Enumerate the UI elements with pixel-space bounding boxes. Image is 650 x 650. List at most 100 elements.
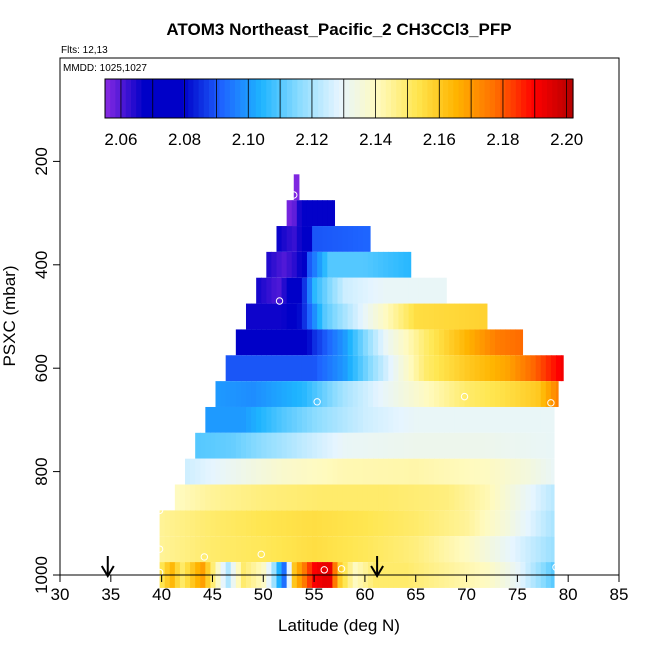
colorbar-band [333, 79, 340, 118]
heatmap-cell [276, 458, 283, 485]
heatmap-cell [266, 251, 272, 278]
heatmap-cell [296, 277, 303, 304]
colorbar-band [557, 79, 564, 118]
colorbar-tick-label: 2.18 [486, 130, 519, 149]
colorbar-band [448, 79, 454, 118]
heatmap-cell [373, 329, 379, 356]
heatmap-cell [286, 200, 293, 227]
heatmap-cell [306, 510, 313, 537]
heatmap-cell [362, 406, 369, 433]
heatmap-cell [378, 303, 384, 330]
heatmap-cell [545, 432, 552, 459]
heatmap-cell [245, 458, 252, 485]
latitude-marker-arrow [100, 556, 115, 578]
heatmap-cell [230, 458, 237, 485]
heatmap-cell [306, 381, 313, 407]
heatmap-cell [545, 406, 552, 433]
heatmap-cell [388, 458, 394, 485]
heatmap-cell [190, 510, 196, 537]
heatmap-cell [291, 355, 298, 382]
heatmap-cell [495, 432, 501, 459]
heatmap-cell [388, 484, 394, 511]
heatmap-cell [296, 251, 303, 278]
heatmap-cell [261, 432, 267, 459]
heatmap-cell [439, 329, 445, 356]
heatmap-cell [281, 406, 288, 433]
heatmap-cell [332, 510, 339, 537]
heatmap-cell [276, 510, 283, 537]
heatmap-cell [205, 406, 212, 433]
heatmap-cell [327, 381, 333, 407]
colorbar-band [224, 79, 231, 118]
heatmap-cell [281, 510, 288, 537]
y-axis: 200 400 600 800 1000 [32, 147, 60, 594]
x-tick-label: 60 [355, 585, 374, 604]
heatmap-cell [418, 484, 425, 511]
colorbar-band [495, 79, 501, 118]
heatmap-cell [428, 432, 435, 459]
heatmap-cell [444, 484, 450, 511]
heatmap-cell [317, 406, 323, 433]
heatmap-cell [301, 381, 308, 407]
colorbar-band [177, 79, 184, 118]
heatmap-cell [367, 329, 374, 356]
heatmap-cell [464, 355, 471, 382]
heatmap-cell [500, 355, 506, 382]
heatmap-cell [378, 536, 384, 563]
heatmap-cell [312, 381, 318, 407]
colorbar-band [505, 79, 512, 118]
heatmap-cell [474, 484, 481, 511]
heatmap-cell [306, 484, 313, 511]
heatmap-cell [327, 484, 333, 511]
heatmap-cell [179, 484, 186, 511]
heatmap-cell [256, 432, 262, 459]
colorbar-band [276, 79, 283, 118]
heatmap-cell [261, 458, 267, 485]
heatmap-cell [327, 251, 333, 278]
heatmap-cell [327, 277, 333, 304]
heatmap-cell [403, 510, 410, 537]
heatmap-cell [540, 484, 547, 511]
colorbar-band [214, 79, 220, 118]
heatmap-cell [535, 458, 542, 485]
colorbar-band [531, 79, 538, 118]
heatmap-cell [428, 329, 435, 356]
heatmap-cell [256, 510, 262, 537]
heatmap-cell [174, 484, 181, 511]
heatmap-cell [479, 484, 486, 511]
colorbar-band [125, 79, 132, 118]
heatmap-cell [362, 381, 369, 407]
heatmap-cell [281, 355, 288, 382]
heatmap-cell [337, 536, 344, 563]
heatmap-cell [413, 536, 420, 563]
heatmap-cell [225, 355, 232, 382]
heatmap-cell [240, 536, 247, 563]
colorbar-band [463, 79, 470, 118]
heatmap-cell [383, 432, 389, 459]
heatmap-cell [428, 277, 435, 304]
heatmap-cell [500, 536, 506, 563]
heatmap-cell [296, 303, 303, 330]
heatmap-cell [286, 329, 293, 356]
colorbar-band [443, 79, 449, 118]
heatmap-cell [418, 355, 425, 382]
heatmap-cell [271, 536, 278, 563]
heatmap-cell [428, 484, 435, 511]
heatmap-cell [240, 510, 247, 537]
heatmap-cell [301, 277, 308, 304]
heatmap-cell [383, 458, 389, 485]
colorbar-band [391, 79, 397, 118]
heatmap-cell [352, 432, 359, 459]
heatmap-cell [332, 381, 339, 407]
chart-title: ATOM3 Northeast_Pacific_2 CH3CCl3_PFP [166, 20, 511, 39]
heatmap-cell [398, 251, 405, 278]
colorbar-band [266, 79, 272, 118]
colorbar-band [162, 79, 168, 118]
heatmap-row [215, 381, 559, 407]
heatmap-cell [373, 251, 379, 278]
heatmap-cell [332, 458, 339, 485]
heatmap-cell [306, 277, 313, 304]
heatmap-cell [215, 536, 222, 563]
colorbar-band [328, 79, 335, 118]
heatmap-cell [408, 432, 415, 459]
